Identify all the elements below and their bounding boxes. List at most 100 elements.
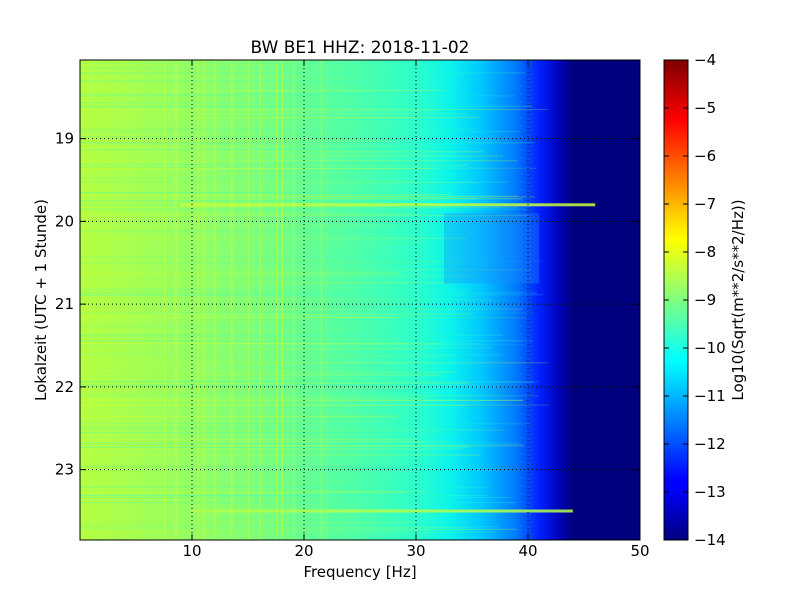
texture-line — [80, 381, 534, 383]
texture-streak — [214, 60, 216, 540]
texture-line — [80, 497, 511, 498]
spectrogram-background — [80, 60, 640, 540]
texture-line — [80, 334, 503, 336]
texture-line — [80, 292, 538, 294]
texture-line — [80, 382, 471, 384]
y-axis-label: Lokalzeit (UTC + 1 Stunde) — [32, 199, 50, 401]
texture-line — [80, 491, 407, 493]
texture-line — [80, 90, 445, 91]
texture-line — [80, 432, 460, 434]
texture-line — [80, 117, 479, 118]
texture-line — [80, 260, 542, 262]
texture-line — [80, 167, 537, 169]
texture-line — [80, 374, 442, 376]
texture-line — [80, 269, 531, 271]
texture-line — [80, 294, 544, 296]
texture-line — [80, 166, 461, 168]
texture-line — [80, 371, 457, 373]
texture-streak — [197, 60, 200, 540]
texture-line — [80, 427, 429, 429]
texture-line — [80, 362, 548, 364]
texture-line — [80, 261, 461, 263]
texture-line — [80, 429, 505, 431]
texture-line — [80, 109, 548, 110]
texture-line — [80, 273, 403, 275]
texture-line — [80, 200, 467, 202]
colorbar-tick-label: −10 — [694, 339, 726, 357]
texture-line — [80, 155, 503, 157]
texture-line — [80, 208, 529, 210]
texture-line — [80, 312, 533, 314]
texture-line — [80, 242, 429, 244]
colorbar-ticks: −4 −5 −6 −7 −8 −9 −10 −11 −12 −13 −14 — [664, 51, 726, 549]
texture-line — [80, 198, 476, 199]
texture-line — [80, 289, 469, 291]
colorbar-tick-label: −6 — [694, 147, 716, 165]
texture-line — [80, 313, 473, 315]
texture-line — [80, 256, 462, 258]
texture-line — [80, 110, 439, 112]
texture-line — [80, 213, 412, 215]
texture-line — [80, 355, 457, 357]
y-tick-label: 20 — [55, 212, 74, 230]
texture-streak — [231, 60, 233, 540]
texture-streak — [175, 60, 177, 540]
texture-line — [80, 128, 479, 130]
texture-line — [80, 338, 400, 340]
texture-line — [80, 215, 529, 217]
texture-line — [80, 466, 430, 468]
texture-line — [80, 308, 524, 310]
texture-line — [80, 343, 443, 345]
texture-line — [80, 397, 425, 399]
texture-line — [80, 399, 524, 401]
texture-line — [80, 522, 470, 524]
texture-line — [80, 491, 428, 492]
texture-line — [80, 160, 518, 162]
texture-line — [80, 195, 518, 197]
texture-line — [80, 95, 516, 97]
texture-line — [80, 177, 448, 179]
texture-line — [80, 386, 500, 388]
texture-line — [80, 342, 408, 344]
texture-line — [80, 528, 399, 530]
texture-line — [80, 354, 504, 356]
texture-line — [80, 526, 500, 528]
x-axis-ticks: 10 20 30 40 50 — [182, 60, 650, 560]
texture-line — [80, 454, 482, 456]
texture-line — [80, 325, 398, 327]
texture-line — [80, 194, 452, 196]
narrowband-line — [192, 509, 573, 513]
texture-line — [80, 400, 524, 401]
texture-line — [80, 131, 521, 133]
texture-line — [80, 149, 401, 151]
texture-line — [80, 527, 467, 528]
colorbar-tick-label: −12 — [694, 435, 726, 453]
texture-line — [80, 404, 469, 406]
texture-line — [80, 384, 463, 386]
texture-line — [80, 395, 434, 397]
texture-line — [80, 441, 450, 443]
texture-line — [80, 164, 470, 165]
colorbar-tick-label: −4 — [694, 51, 716, 69]
texture-line — [80, 446, 424, 448]
texture-line — [80, 197, 438, 199]
y-tick-label: 19 — [55, 130, 74, 148]
texture-line — [80, 415, 410, 417]
texture-streak — [164, 60, 166, 540]
texture-line — [80, 237, 468, 239]
colorbar-label: Log10(Sqrt(m**2/s**2/Hz)) — [729, 199, 747, 400]
texture-line — [80, 180, 415, 182]
texture-line — [80, 117, 418, 119]
texture-line — [80, 316, 395, 318]
texture-line — [80, 387, 414, 389]
texture-streak — [203, 60, 205, 540]
grid-lines — [80, 60, 640, 540]
texture-streak — [259, 60, 261, 540]
x-tick-label: 40 — [518, 542, 537, 560]
texture-streak — [320, 60, 323, 540]
texture-line — [80, 393, 501, 395]
texture-line — [80, 62, 453, 64]
texture-line — [80, 423, 531, 425]
texture-line — [80, 337, 448, 338]
texture-line — [80, 165, 468, 166]
